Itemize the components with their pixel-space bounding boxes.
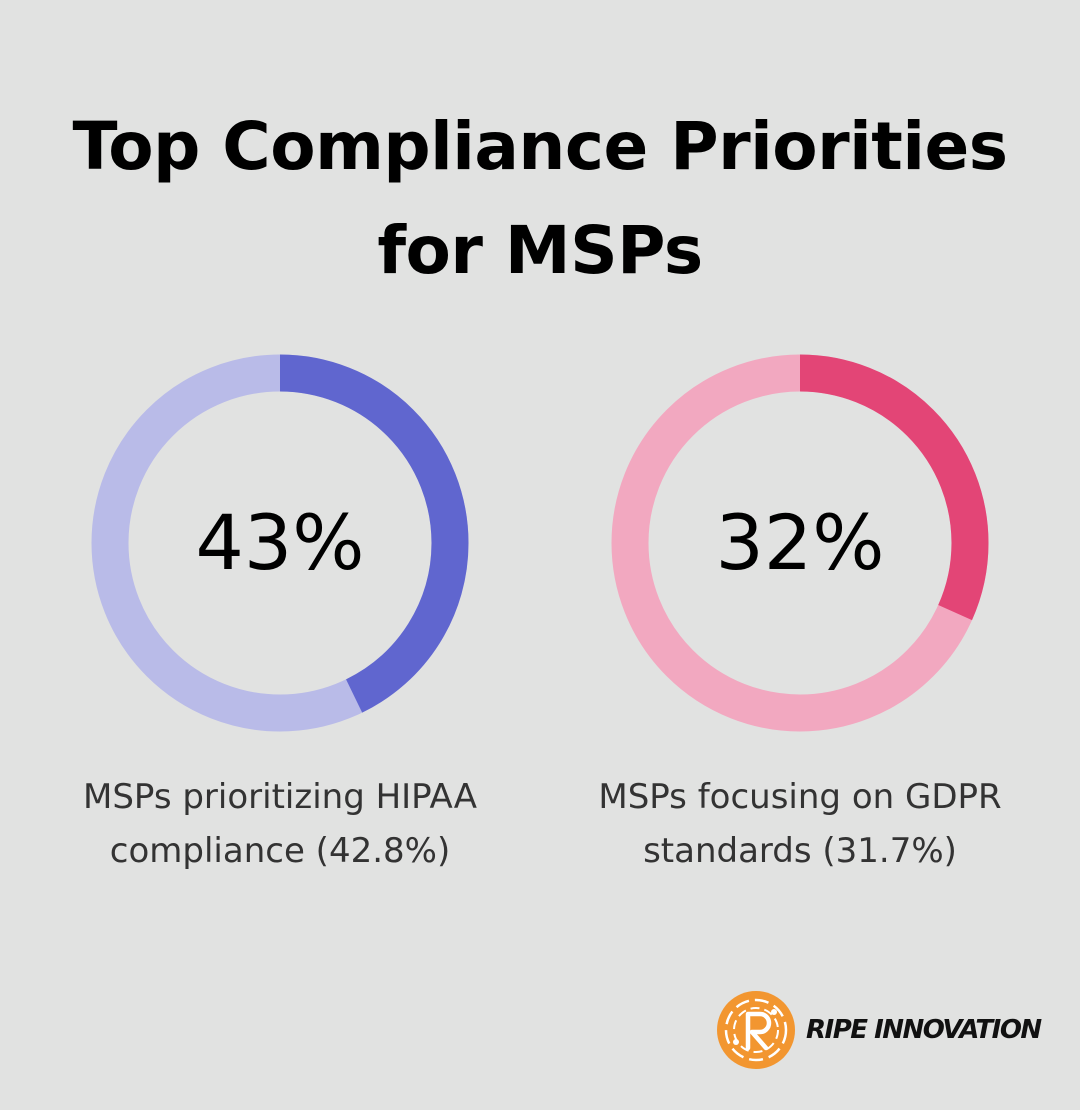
caption-gdpr-line-2: standards (31.7%) [643, 831, 957, 871]
title-line-1: Top Compliance Priorities [72, 108, 1008, 185]
caption-gdpr: MSPs focusing on GDPR standards (31.7%) [540, 770, 1060, 878]
title-line-2: for MSPs [377, 212, 703, 289]
donut-value-gdpr: 32% [715, 498, 885, 587]
donut-svg-hipaa [91, 354, 469, 732]
caption-hipaa-line-2: compliance (42.8%) [109, 831, 451, 871]
caption-hipaa: MSPs prioritizing HIPAA compliance (42.8… [20, 770, 540, 878]
donut-fill-gdpr [611, 354, 989, 732]
donut-chart-gdpr: 32% [611, 354, 989, 732]
donut-chart-hipaa: 43% [91, 354, 469, 732]
brand-logo: RIPE INNOVATION [716, 990, 1042, 1070]
donut-fill-hipaa [91, 354, 469, 732]
caption-hipaa-line-1: MSPs prioritizing HIPAA [83, 777, 477, 817]
caption-gdpr-line-1: MSPs focusing on GDPR [598, 777, 1002, 817]
page-title: Top Compliance Priorities for MSPs [0, 95, 1080, 303]
ripe-innovation-logo-icon [717, 991, 795, 1069]
brand-name: RIPE INNOVATION [806, 1015, 1042, 1045]
donut-svg-gdpr [611, 354, 989, 732]
donut-value-hipaa: 43% [195, 498, 365, 587]
